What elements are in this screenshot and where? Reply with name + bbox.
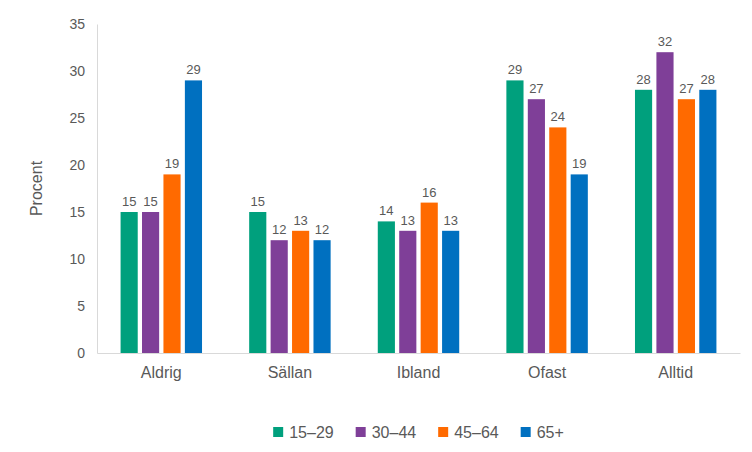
x-axis-line: [98, 353, 741, 354]
y-tick: 35: [69, 16, 97, 32]
y-tick: 15: [69, 204, 97, 220]
data-label: 29: [508, 62, 522, 77]
legend-label: 65+: [537, 424, 564, 441]
bar: [635, 90, 652, 353]
bar: [656, 52, 673, 353]
data-label: 13: [443, 213, 457, 228]
chart: 15 15 14 29 28 15 12 13 27 32 19 13 16 24 27 29 12 13 19 28…: [0, 0, 752, 452]
bar: [121, 212, 138, 353]
bar: [142, 212, 159, 353]
bar: [271, 240, 288, 353]
y-tick-label: 20: [69, 157, 85, 173]
x-tick: Ibland: [397, 353, 441, 381]
bar: [249, 212, 266, 353]
legend-swatch: [438, 427, 448, 437]
y-tick-label: 10: [69, 251, 85, 267]
y-tick-label: 15: [69, 204, 85, 220]
data-label: 15: [251, 194, 265, 209]
y-tick: 0: [77, 345, 97, 361]
data-label: 13: [293, 213, 307, 228]
legend-item: 15–29: [273, 424, 334, 441]
data-label: 12: [272, 222, 286, 237]
data-labels: 15 15 14 29 28 15 12 13 27 32 19 13 16 24 27 29 12 13 19 28: [122, 34, 715, 237]
y-tick-label: 5: [77, 298, 85, 314]
y-tick-label: 35: [69, 16, 85, 32]
legend-label: 45–64: [454, 424, 499, 441]
data-label: 28: [701, 72, 715, 87]
data-label: 13: [401, 213, 415, 228]
bar: [678, 99, 695, 353]
x-tick-label: Ofast: [528, 364, 567, 381]
x-tick-label: Aldrig: [141, 364, 182, 381]
y-tick-label: 0: [77, 345, 85, 361]
data-label: 16: [422, 185, 436, 200]
plot-area: 15 15 14 29 28 15 12 13 27 32 19 13 16 24 27 29 12 13 19 28…: [69, 16, 740, 381]
y-tick-label: 30: [69, 63, 85, 79]
data-label: 28: [636, 72, 650, 87]
data-label: 27: [529, 81, 543, 96]
x-tick: Sällan: [268, 353, 312, 381]
data-label: 15: [122, 194, 136, 209]
y-axis-line: [97, 25, 98, 354]
data-label: 29: [186, 62, 200, 77]
y-tick: 20: [69, 157, 97, 173]
y-tick: 25: [69, 110, 97, 126]
data-label: 24: [551, 109, 565, 124]
data-label: 19: [572, 156, 586, 171]
data-label: 15: [143, 194, 157, 209]
bar: [378, 221, 395, 353]
data-label: 14: [379, 203, 393, 218]
data-label: 12: [315, 222, 329, 237]
bar: [506, 80, 523, 353]
x-tick: Ofast: [528, 353, 567, 381]
y-tick: 10: [69, 251, 97, 267]
bar: [163, 174, 180, 353]
bar: [442, 231, 459, 353]
data-label: 19: [165, 156, 179, 171]
y-axis: 0 5 10 15 20 25 30 35: [69, 16, 97, 361]
x-tick-label: Alltid: [658, 364, 693, 381]
y-axis-title: Procent: [28, 160, 45, 216]
x-tick-label: Ibland: [397, 364, 441, 381]
data-label: 32: [658, 34, 672, 49]
bars: [121, 52, 717, 353]
bar: [421, 203, 438, 353]
y-tick: 5: [77, 298, 97, 314]
legend-swatch: [356, 427, 366, 437]
legend-item: 30–44: [356, 424, 417, 441]
legend-label: 15–29: [289, 424, 334, 441]
x-tick: Alltid: [658, 353, 693, 381]
y-tick: 30: [69, 63, 97, 79]
legend-item: 65+: [521, 424, 564, 441]
y-tick-label: 25: [69, 110, 85, 126]
data-label: 27: [679, 81, 693, 96]
legend-item: 45–64: [438, 424, 499, 441]
bar: [185, 80, 202, 353]
bar: [549, 127, 566, 353]
legend-swatch: [273, 427, 283, 437]
x-axis: Aldrig Sällan Ibland Ofast Alltid: [98, 353, 741, 381]
bar: [571, 174, 588, 353]
x-tick: Aldrig: [141, 353, 182, 381]
legend: 15–29 30–44 45–64 65+: [273, 424, 564, 441]
bar: [528, 99, 545, 353]
legend-swatch: [521, 427, 531, 437]
bar: [313, 240, 330, 353]
x-tick-label: Sällan: [268, 364, 312, 381]
legend-label: 30–44: [372, 424, 417, 441]
bar: [699, 90, 716, 353]
bar: [399, 231, 416, 353]
bar: [292, 231, 309, 353]
